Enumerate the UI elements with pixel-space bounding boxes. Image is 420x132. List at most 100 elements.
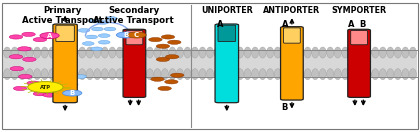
Ellipse shape — [101, 69, 108, 80]
Circle shape — [10, 67, 24, 71]
Ellipse shape — [221, 69, 228, 80]
Ellipse shape — [304, 47, 311, 58]
Ellipse shape — [34, 69, 41, 80]
Circle shape — [89, 19, 100, 23]
Circle shape — [168, 40, 181, 44]
Ellipse shape — [199, 47, 206, 58]
Ellipse shape — [364, 69, 371, 80]
Circle shape — [98, 40, 110, 44]
Ellipse shape — [236, 47, 244, 58]
Ellipse shape — [79, 69, 86, 80]
Ellipse shape — [259, 69, 266, 80]
Ellipse shape — [4, 47, 10, 58]
Text: Secondary: Secondary — [108, 6, 159, 15]
Circle shape — [27, 81, 40, 85]
Ellipse shape — [154, 47, 161, 58]
Ellipse shape — [274, 69, 281, 80]
Ellipse shape — [71, 47, 78, 58]
Circle shape — [33, 37, 47, 42]
Circle shape — [98, 34, 110, 37]
Ellipse shape — [109, 47, 116, 58]
Text: B: B — [70, 90, 75, 96]
Ellipse shape — [34, 47, 41, 58]
Circle shape — [116, 32, 136, 38]
Ellipse shape — [410, 69, 416, 80]
Text: A: A — [348, 20, 354, 29]
Ellipse shape — [394, 47, 402, 58]
FancyBboxPatch shape — [126, 30, 143, 45]
FancyBboxPatch shape — [53, 24, 77, 103]
Circle shape — [86, 35, 97, 39]
Ellipse shape — [379, 47, 386, 58]
Circle shape — [149, 37, 162, 42]
Circle shape — [43, 93, 56, 97]
Circle shape — [156, 57, 170, 62]
FancyBboxPatch shape — [348, 29, 370, 97]
Circle shape — [161, 35, 175, 39]
Circle shape — [13, 86, 27, 91]
Ellipse shape — [334, 69, 341, 80]
Ellipse shape — [349, 47, 356, 58]
Circle shape — [92, 27, 103, 31]
Ellipse shape — [26, 69, 33, 80]
Ellipse shape — [94, 69, 101, 80]
Text: UNIPORTER: UNIPORTER — [201, 6, 253, 15]
Ellipse shape — [41, 69, 48, 80]
Circle shape — [158, 86, 171, 91]
Ellipse shape — [334, 47, 341, 58]
Ellipse shape — [357, 47, 364, 58]
Ellipse shape — [312, 47, 319, 58]
Ellipse shape — [372, 69, 379, 80]
Ellipse shape — [229, 69, 236, 80]
Circle shape — [91, 47, 102, 51]
Ellipse shape — [101, 47, 108, 58]
Circle shape — [63, 90, 82, 96]
Ellipse shape — [176, 69, 184, 80]
Ellipse shape — [289, 47, 296, 58]
Ellipse shape — [342, 69, 349, 80]
Ellipse shape — [86, 69, 93, 80]
Ellipse shape — [124, 69, 131, 80]
Text: ANTIPORTER: ANTIPORTER — [263, 6, 320, 15]
Circle shape — [151, 77, 164, 81]
Ellipse shape — [387, 69, 394, 80]
Text: B: B — [281, 103, 288, 112]
Ellipse shape — [131, 47, 138, 58]
Ellipse shape — [319, 69, 326, 80]
Circle shape — [58, 77, 70, 81]
Circle shape — [18, 74, 32, 79]
Ellipse shape — [342, 47, 349, 58]
Ellipse shape — [161, 47, 168, 58]
Ellipse shape — [18, 69, 26, 80]
Circle shape — [40, 33, 59, 39]
Ellipse shape — [176, 47, 184, 58]
Ellipse shape — [207, 69, 213, 80]
Circle shape — [156, 44, 170, 48]
Circle shape — [9, 35, 23, 39]
Ellipse shape — [364, 47, 371, 58]
Ellipse shape — [64, 69, 71, 80]
Ellipse shape — [379, 69, 386, 80]
Ellipse shape — [327, 69, 334, 80]
Circle shape — [105, 17, 117, 20]
Ellipse shape — [139, 47, 146, 58]
Ellipse shape — [26, 47, 33, 58]
Ellipse shape — [236, 69, 244, 80]
Ellipse shape — [207, 47, 213, 58]
Ellipse shape — [252, 47, 259, 58]
Ellipse shape — [252, 69, 259, 80]
Ellipse shape — [161, 69, 168, 80]
Circle shape — [165, 55, 179, 59]
Text: A: A — [47, 33, 52, 39]
FancyBboxPatch shape — [351, 30, 368, 45]
Circle shape — [104, 27, 116, 31]
Ellipse shape — [282, 69, 289, 80]
Ellipse shape — [56, 69, 63, 80]
Ellipse shape — [297, 69, 304, 80]
FancyBboxPatch shape — [123, 29, 146, 97]
Ellipse shape — [312, 69, 319, 80]
Ellipse shape — [116, 69, 123, 80]
Ellipse shape — [319, 47, 326, 58]
Circle shape — [18, 47, 31, 51]
Circle shape — [33, 92, 47, 96]
